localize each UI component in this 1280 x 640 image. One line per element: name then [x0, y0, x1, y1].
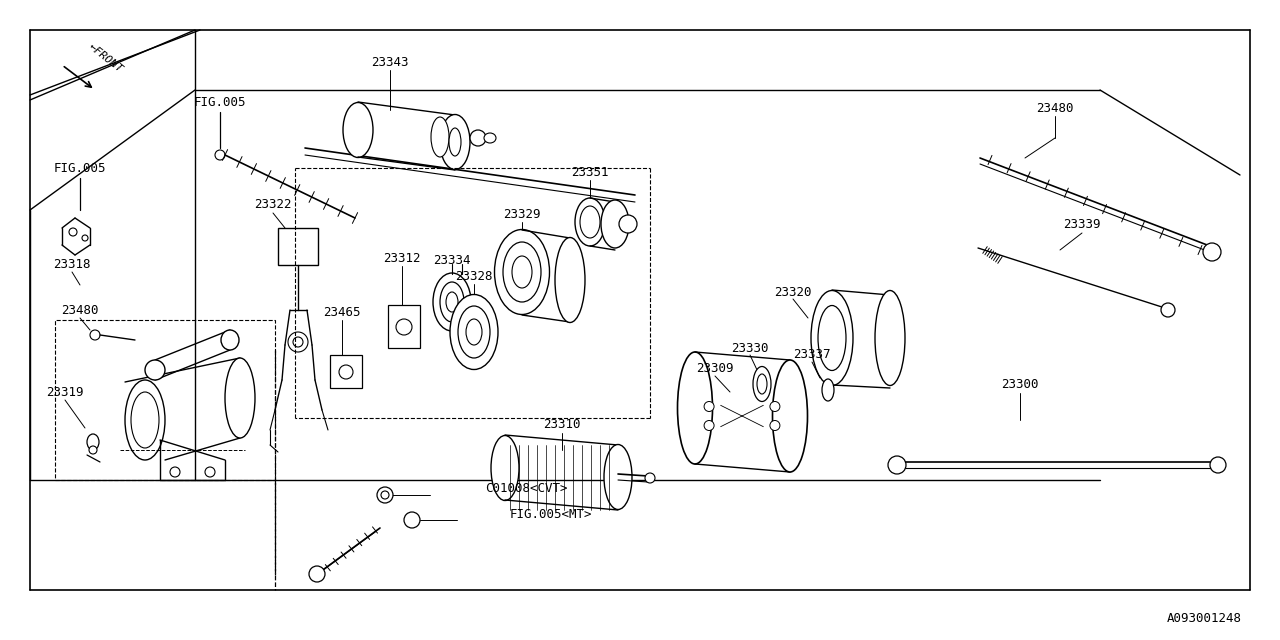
- Circle shape: [645, 473, 655, 483]
- Circle shape: [1210, 457, 1226, 473]
- Text: 23330: 23330: [731, 342, 769, 355]
- Circle shape: [293, 337, 303, 347]
- Ellipse shape: [818, 305, 846, 371]
- Ellipse shape: [575, 198, 605, 246]
- Circle shape: [620, 215, 637, 233]
- Circle shape: [470, 130, 486, 146]
- Text: 23480: 23480: [61, 303, 99, 317]
- Circle shape: [339, 365, 353, 379]
- Ellipse shape: [445, 292, 458, 312]
- Text: 23318: 23318: [54, 259, 91, 271]
- Ellipse shape: [125, 380, 165, 460]
- Ellipse shape: [812, 291, 852, 385]
- Ellipse shape: [449, 128, 461, 156]
- Text: 23322: 23322: [255, 198, 292, 211]
- Text: 23465: 23465: [324, 305, 361, 319]
- Circle shape: [1203, 243, 1221, 261]
- Ellipse shape: [773, 360, 808, 472]
- Text: 23310: 23310: [543, 419, 581, 431]
- Ellipse shape: [677, 352, 713, 464]
- Ellipse shape: [87, 434, 99, 450]
- Bar: [55, 320, 275, 480]
- Ellipse shape: [604, 445, 632, 509]
- Text: 23334: 23334: [433, 253, 471, 266]
- Circle shape: [82, 235, 88, 241]
- Text: 23339: 23339: [1064, 218, 1101, 232]
- Ellipse shape: [822, 379, 835, 401]
- Ellipse shape: [602, 200, 628, 248]
- Text: C01008<CVT>: C01008<CVT>: [485, 481, 567, 495]
- Circle shape: [396, 319, 412, 335]
- Ellipse shape: [466, 319, 483, 345]
- Text: FIG.005: FIG.005: [54, 161, 106, 175]
- Circle shape: [404, 512, 420, 528]
- Ellipse shape: [431, 117, 449, 157]
- Circle shape: [704, 420, 714, 431]
- Text: 23328: 23328: [456, 271, 493, 284]
- Ellipse shape: [440, 115, 470, 170]
- Circle shape: [90, 446, 97, 454]
- Text: 23319: 23319: [46, 385, 83, 399]
- Circle shape: [704, 401, 714, 412]
- Ellipse shape: [512, 256, 532, 288]
- Ellipse shape: [433, 273, 471, 331]
- Text: 23300: 23300: [1001, 378, 1039, 392]
- Ellipse shape: [494, 230, 549, 314]
- Circle shape: [170, 467, 180, 477]
- Circle shape: [69, 228, 77, 236]
- Text: 23329: 23329: [503, 209, 540, 221]
- Circle shape: [378, 487, 393, 503]
- Ellipse shape: [451, 294, 498, 369]
- Circle shape: [1161, 303, 1175, 317]
- Text: FIG.005<MT>: FIG.005<MT>: [509, 508, 593, 520]
- Circle shape: [205, 467, 215, 477]
- Ellipse shape: [876, 291, 905, 385]
- Text: 23480: 23480: [1037, 102, 1074, 115]
- Bar: [278, 228, 317, 265]
- Text: A093001248: A093001248: [1167, 611, 1242, 625]
- Ellipse shape: [753, 367, 771, 401]
- Text: 23309: 23309: [696, 362, 733, 374]
- Text: ←FRONT: ←FRONT: [86, 42, 124, 74]
- Ellipse shape: [492, 435, 518, 500]
- Circle shape: [215, 150, 225, 160]
- Ellipse shape: [221, 330, 239, 350]
- Text: FIG.005: FIG.005: [193, 95, 246, 109]
- Circle shape: [90, 330, 100, 340]
- Text: 23337: 23337: [794, 348, 831, 360]
- Ellipse shape: [484, 133, 497, 143]
- Text: 23312: 23312: [383, 252, 421, 264]
- Circle shape: [308, 566, 325, 582]
- Ellipse shape: [145, 360, 165, 380]
- Ellipse shape: [888, 456, 906, 474]
- Ellipse shape: [225, 358, 255, 438]
- Ellipse shape: [458, 306, 490, 358]
- Ellipse shape: [131, 392, 159, 448]
- Ellipse shape: [756, 374, 767, 394]
- Ellipse shape: [440, 282, 465, 322]
- Text: 23351: 23351: [571, 166, 609, 179]
- Circle shape: [769, 420, 780, 431]
- Ellipse shape: [580, 206, 600, 238]
- Circle shape: [288, 332, 308, 352]
- Bar: [330, 355, 362, 388]
- Circle shape: [769, 401, 780, 412]
- Bar: [388, 305, 420, 348]
- Text: 23320: 23320: [774, 285, 812, 298]
- Ellipse shape: [343, 102, 372, 157]
- Ellipse shape: [556, 237, 585, 323]
- Circle shape: [381, 491, 389, 499]
- Text: 23343: 23343: [371, 56, 408, 68]
- Ellipse shape: [503, 242, 541, 302]
